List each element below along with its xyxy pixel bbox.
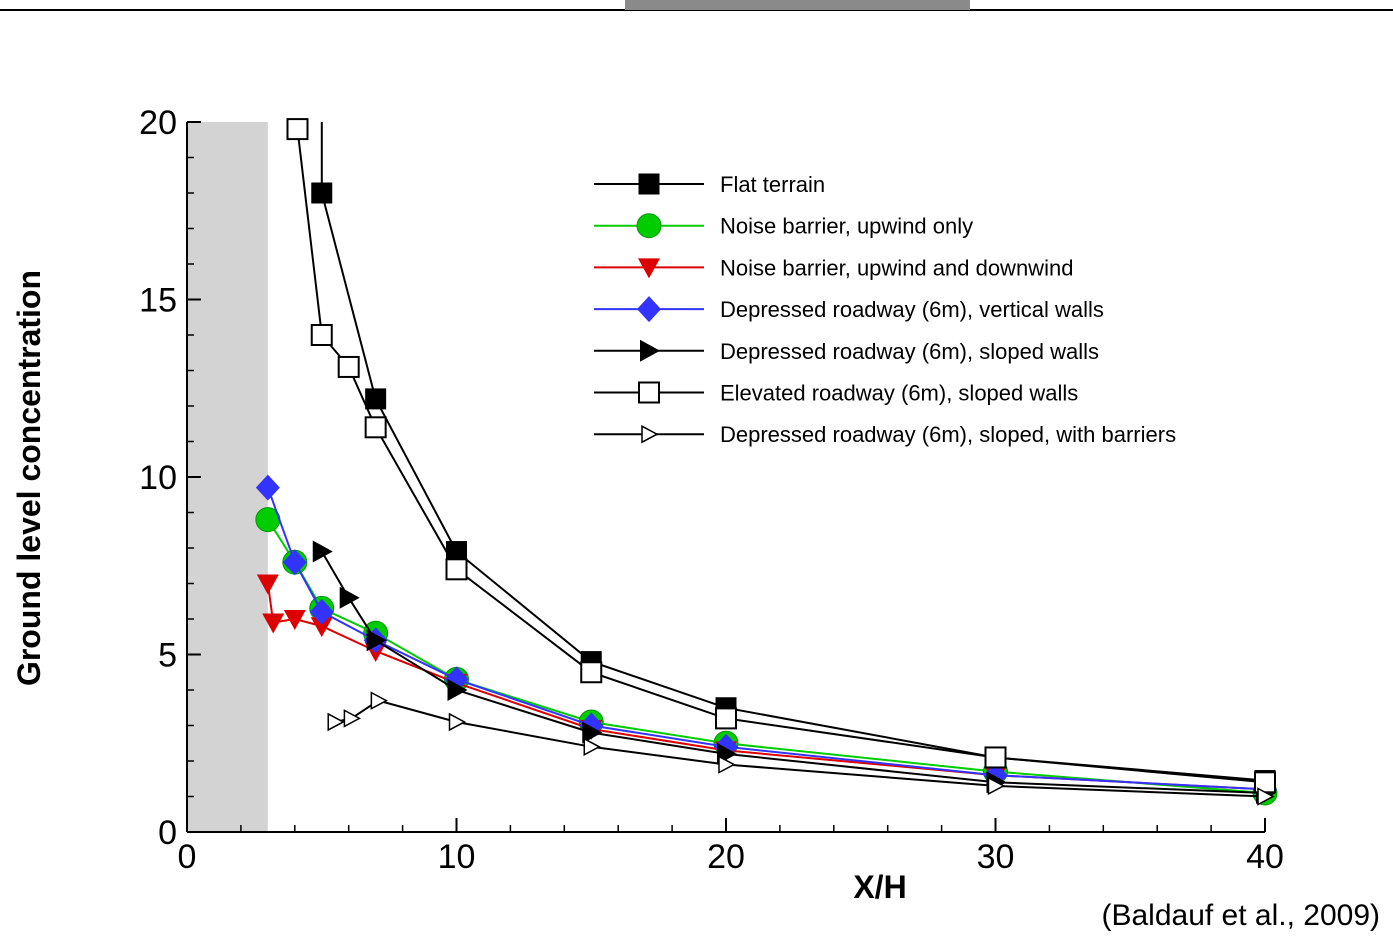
legend: Flat terrain Noise barrier, upwind only No…	[594, 172, 1176, 447]
data-point	[365, 388, 387, 410]
y-tick-label: 0	[158, 814, 177, 852]
x-axis-title: X/H	[853, 869, 906, 905]
x-tick-label: 0	[178, 838, 197, 876]
data-point	[255, 474, 280, 501]
legend-entry: Flat terrain	[594, 172, 825, 197]
series-6	[327, 691, 1275, 806]
series-line	[334, 699, 1266, 798]
data-point	[984, 746, 1007, 769]
legend-marker	[638, 258, 660, 279]
legend-entry: Depressed roadway (6m), vertical walls	[594, 296, 1104, 323]
legend-label: Depressed roadway (6m), vertical walls	[720, 297, 1104, 322]
legend-marker	[641, 424, 659, 444]
data-point	[366, 629, 387, 652]
data-point	[447, 679, 468, 701]
data-point	[310, 617, 333, 638]
data-point	[262, 613, 285, 634]
y-axis-title: Ground level concentration	[11, 270, 47, 686]
y-tick-label: 5	[158, 637, 177, 675]
x-tick-label: 10	[438, 838, 476, 876]
data-point	[327, 712, 345, 732]
series-2	[256, 574, 1276, 801]
y-tick-label: 10	[139, 459, 177, 497]
x-tick-label: 30	[977, 838, 1015, 876]
y-tick-label: 15	[139, 282, 177, 320]
data-point	[364, 416, 387, 439]
data-point	[370, 691, 388, 710]
legend-label: Depressed roadway (6m), sloped walls	[720, 339, 1099, 364]
legend-entry: Elevated roadway (6m), sloped walls	[594, 381, 1078, 406]
data-point	[309, 598, 334, 625]
x-tick-label: 40	[1246, 838, 1284, 876]
series-line	[320, 122, 1266, 782]
data-point	[580, 661, 603, 684]
citation: (Baldauf et al., 2009)	[1101, 899, 1380, 932]
series-line	[266, 487, 1266, 791]
legend-entry: Noise barrier, upwind only	[594, 213, 973, 239]
data-point	[583, 737, 601, 757]
x-tick-label: 20	[707, 838, 745, 876]
legend-entry: Depressed roadway (6m), sloped walls	[594, 339, 1099, 364]
series-line	[266, 583, 1266, 791]
legend-marker	[636, 213, 662, 239]
series-5	[286, 118, 1276, 794]
data-point	[312, 540, 333, 563]
data-point	[286, 118, 309, 141]
data-point	[445, 558, 468, 581]
data-point	[256, 574, 279, 595]
legend-marker	[638, 381, 660, 404]
legend-label: Elevated roadway (6m), sloped walls	[720, 381, 1078, 406]
legend-entry: Depressed roadway (6m), sloped, with bar…	[594, 422, 1176, 447]
data-point	[718, 755, 736, 774]
y-tick-label: 20	[139, 104, 177, 142]
data-point	[337, 355, 360, 378]
series-group	[255, 118, 1278, 806]
tick-group: 0 10 20 30 40 0 5 10 15 20	[139, 104, 1284, 876]
data-point	[283, 610, 306, 630]
header-photo-fragment	[625, 0, 970, 10]
series-line	[320, 550, 1266, 794]
legend-marker	[640, 339, 660, 362]
legend-label: Depressed roadway (6m), sloped, with bar…	[720, 422, 1176, 447]
legend-marker	[637, 296, 661, 323]
data-point	[448, 712, 467, 732]
data-point	[582, 721, 603, 744]
data-point	[311, 182, 333, 204]
data-point	[339, 586, 360, 609]
data-point	[343, 709, 361, 728]
legend-label: Flat terrain	[720, 172, 825, 197]
data-point	[282, 549, 307, 576]
legend-entry: Noise barrier, upwind and downwind	[594, 255, 1073, 280]
data-point	[1257, 787, 1275, 806]
legend-label: Noise barrier, upwind and downwind	[720, 255, 1073, 280]
legend-marker	[638, 173, 660, 195]
data-point	[715, 707, 737, 730]
data-point	[987, 776, 1006, 796]
legend-label: Noise barrier, upwind only	[720, 214, 973, 239]
data-point	[310, 324, 333, 346]
